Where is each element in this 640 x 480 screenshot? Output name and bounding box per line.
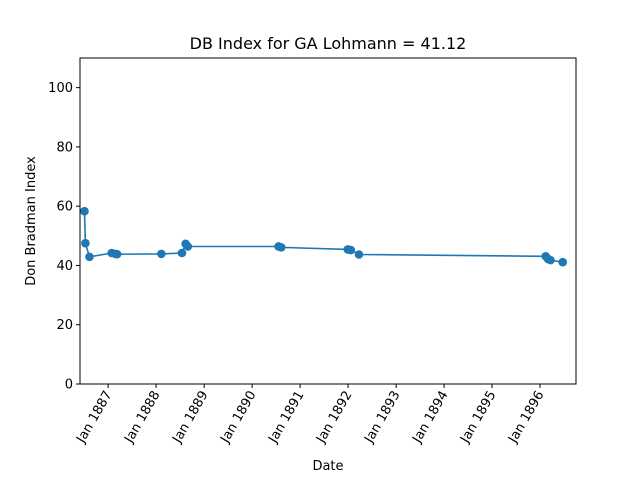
data-point: [81, 238, 90, 248]
data-point: [354, 250, 364, 259]
y-axis-ticks: 0 20 40 60 80 100: [48, 81, 80, 393]
series-layer: [80, 206, 568, 267]
data-point: [177, 248, 187, 258]
plot-frame: [79, 57, 577, 385]
data-point: [276, 243, 286, 252]
data-point: [80, 206, 89, 216]
data-point: [157, 249, 166, 259]
y-tick-label: 80: [56, 140, 73, 155]
data-point: [112, 249, 122, 259]
data-point: [546, 255, 555, 265]
y-tick-label: 40: [56, 259, 73, 274]
data-point: [558, 257, 568, 267]
y-tick-label: 20: [56, 318, 73, 333]
data-point: [85, 252, 94, 262]
y-tick-label: 0: [65, 378, 73, 393]
x-axis-title: Date: [312, 459, 343, 474]
y-axis-title: Don Bradman Index: [24, 156, 39, 286]
chart-title: DB Index for GA Lohmann = 41.12: [190, 34, 467, 53]
data-point: [346, 245, 356, 255]
y-tick-label: 60: [56, 200, 73, 215]
data-point: [183, 242, 193, 251]
y-tick-label: 100: [48, 81, 73, 96]
